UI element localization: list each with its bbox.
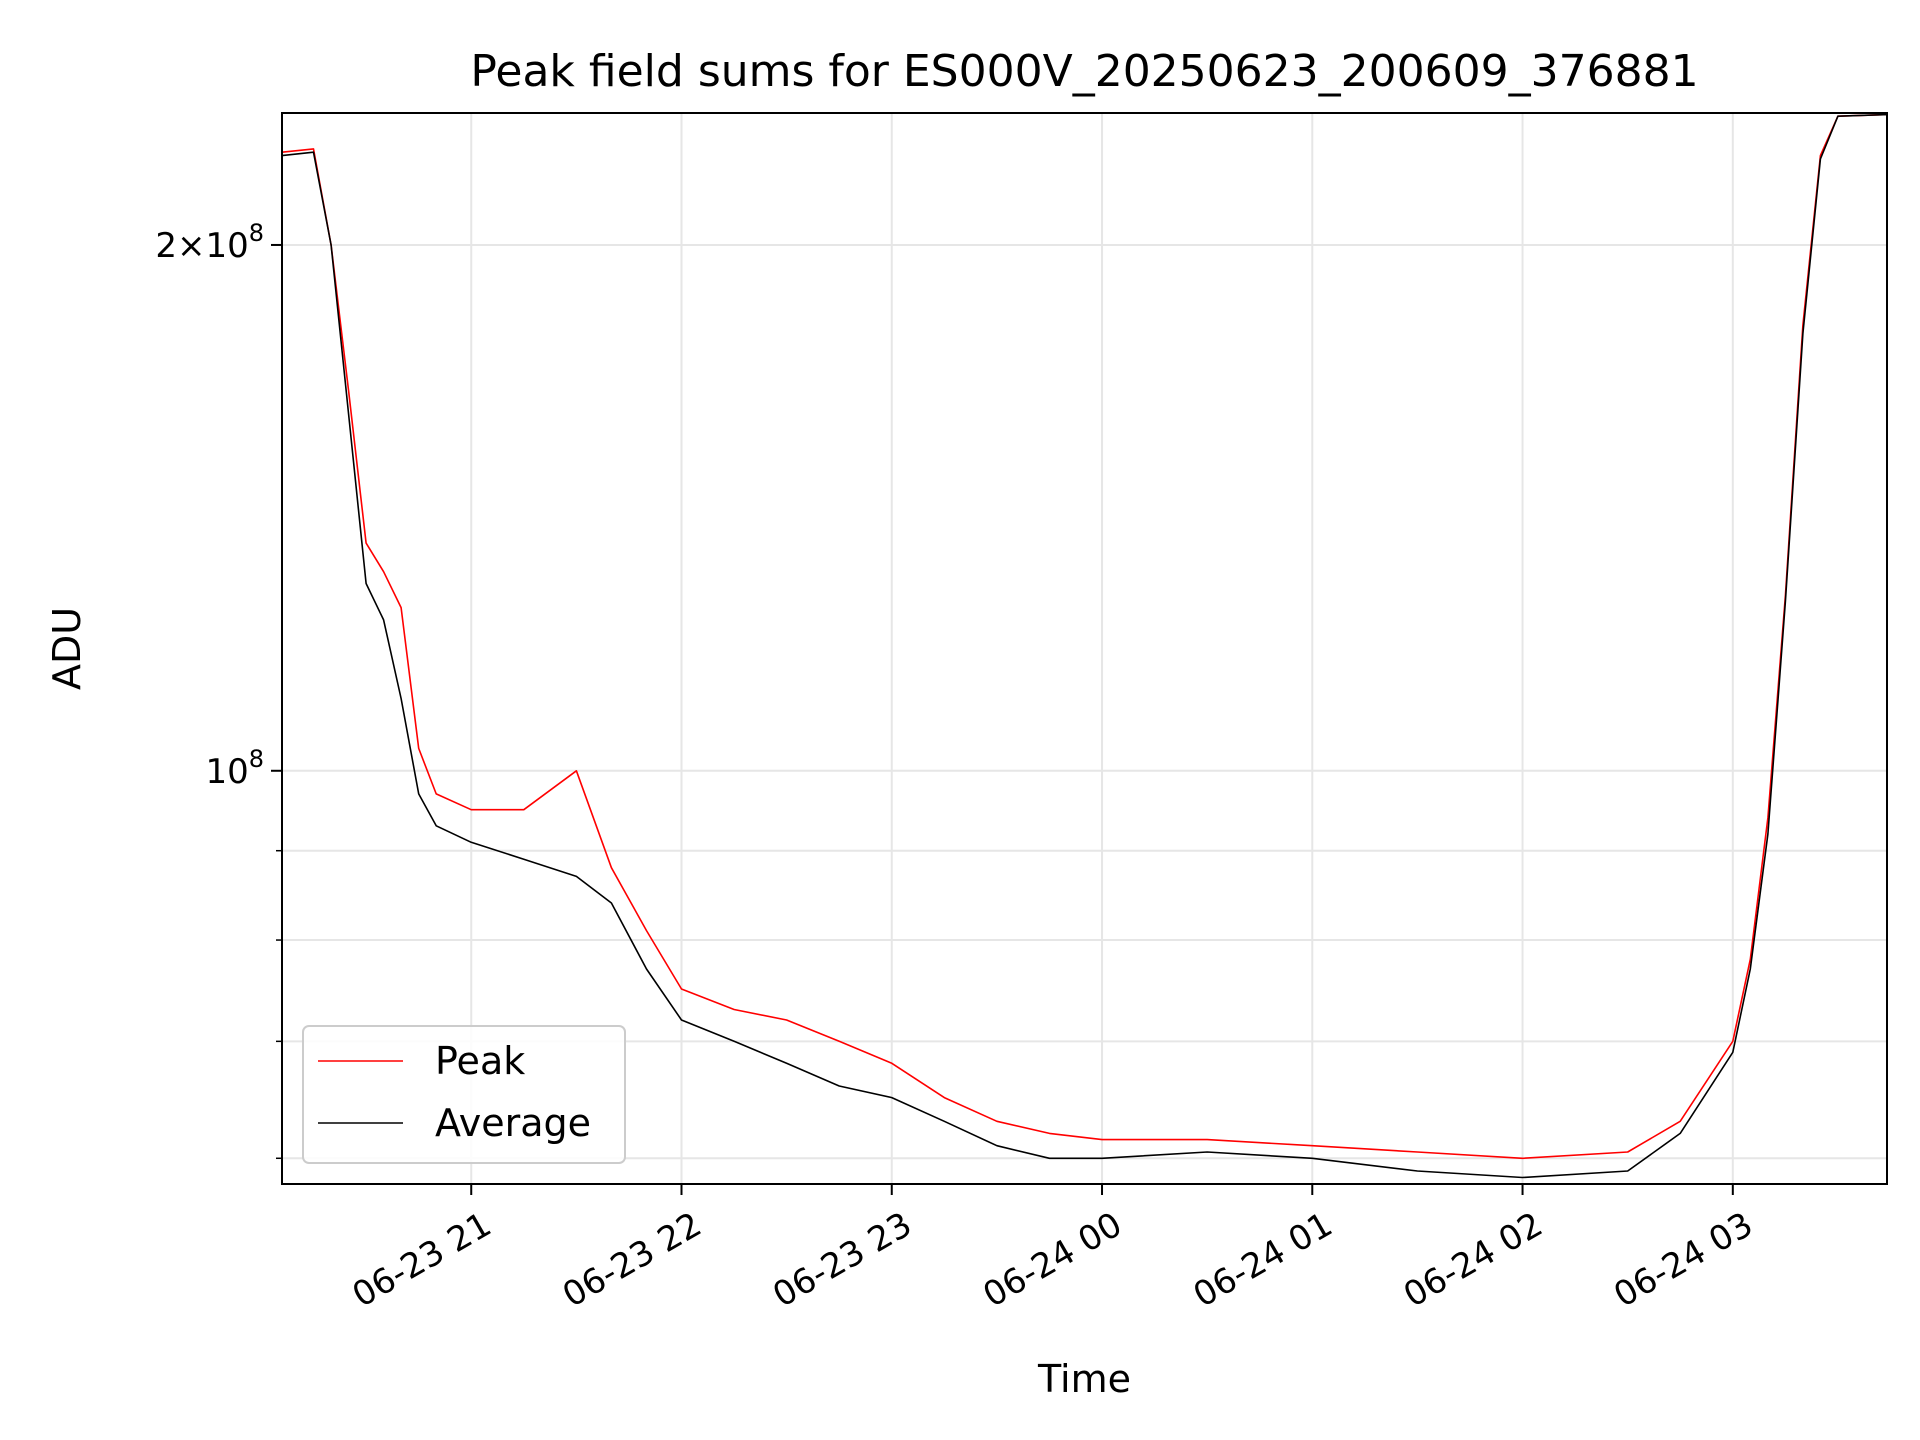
series-line-peak <box>281 113 1888 1160</box>
legend: Peak Average <box>302 1025 626 1164</box>
chart-title: Peak field sums for ES000V_20250623_2006… <box>470 46 1698 97</box>
y-tick-label: 2×108 <box>155 219 264 266</box>
y-tick-label: 108 <box>205 745 264 792</box>
series-line-average <box>281 113 1888 1179</box>
x-axis-label: Time <box>1037 1357 1131 1401</box>
legend-label-peak: Peak <box>435 1039 525 1083</box>
series-layer <box>281 113 1888 1179</box>
plot-frame <box>281 112 1888 1185</box>
y-axis-label: ADU <box>45 607 89 690</box>
y-axis: 108 2×108 <box>155 219 282 1160</box>
legend-label-average: Average <box>435 1101 591 1145</box>
